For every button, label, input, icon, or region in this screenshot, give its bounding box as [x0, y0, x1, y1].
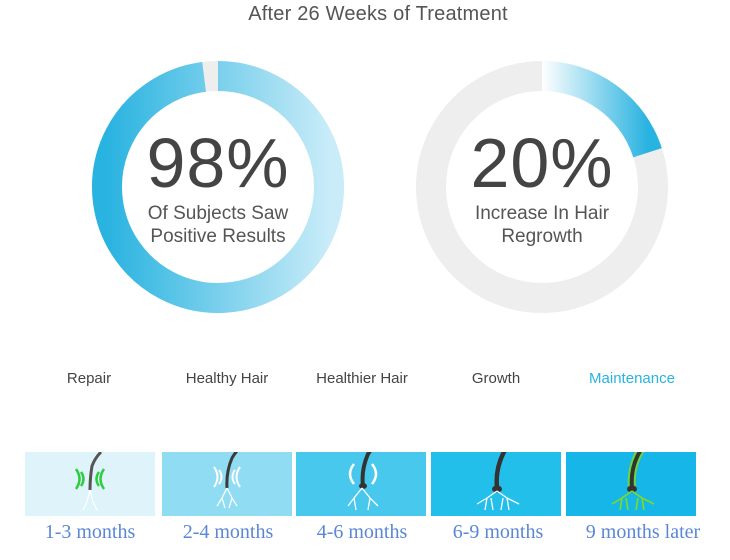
donut-chart-regrowth — [416, 61, 668, 313]
chart-title: After 26 Weeks of Treatment — [248, 3, 508, 25]
donut-value-label: 98% — [146, 124, 290, 202]
stage-tile-maintenance — [566, 452, 696, 516]
hair-follicle-healthy-icon — [162, 452, 292, 516]
donut-chart-subjects — [92, 61, 344, 313]
donut-caption-line: Of Subjects Saw — [147, 203, 289, 224]
donut-value-label: 20% — [470, 124, 614, 202]
stage-tile-growth — [431, 452, 561, 516]
hair-follicle-growth-icon — [431, 452, 561, 516]
donut-caption-line: Increase In Hair — [474, 203, 610, 224]
stage-period-growth: 6-9 months — [452, 521, 544, 543]
stage-label-repair: Repair — [66, 370, 112, 387]
stage-period-healthier-hair: 4-6 months — [316, 521, 408, 543]
hair-follicle-healthier-icon — [296, 452, 426, 516]
stage-label-healthy-hair: Healthy Hair — [185, 370, 269, 387]
stage-tile-repair — [25, 452, 155, 516]
hair-follicle-maintenance-icon — [566, 452, 696, 516]
donut-caption-line: Regrowth — [501, 226, 583, 247]
stage-label-healthier-hair: Healthier Hair — [316, 370, 408, 387]
stage-label-maintenance: Maintenance — [589, 370, 675, 387]
donut-slice-value — [92, 61, 344, 313]
donut-slice-value — [541, 61, 662, 158]
stage-period-maintenance: 9 months later — [585, 521, 701, 543]
stage-label-growth: Growth — [471, 370, 521, 387]
stage-period-repair: 1-3 months — [44, 521, 136, 543]
stage-tile-healthy-hair — [162, 452, 292, 516]
hair-follicle-repair-icon — [25, 452, 155, 516]
donut-caption-line: Positive Results — [150, 226, 286, 247]
stage-tile-healthier-hair — [296, 452, 426, 516]
stage-period-healthy-hair: 2-4 months — [182, 521, 274, 543]
donut-charts — [92, 61, 668, 313]
